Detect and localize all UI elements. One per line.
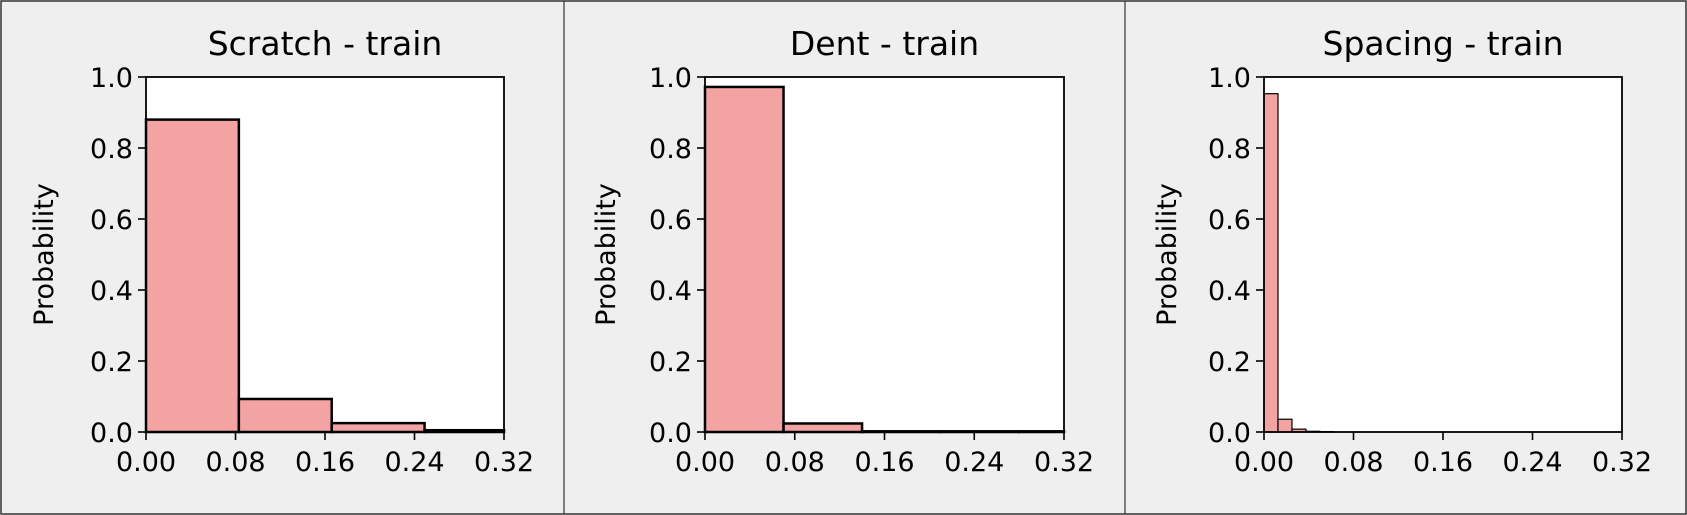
histogram-panel-2: 0.0 0.2 0.4 0.6 0.8 1.0 0.00 0.08 0.16 0.24 0.32 De…: [591, 24, 1094, 478]
y-tick-label: 0.8: [90, 134, 133, 165]
x-tick-label: 0.32: [474, 447, 534, 478]
y-axis-label: Probability: [1152, 183, 1183, 326]
y-tick-label: 1.0: [649, 63, 692, 94]
y-tick-label: 0.8: [1208, 134, 1251, 165]
y-tick-label: 0.2: [649, 347, 692, 378]
y-tick-label: 0.2: [90, 347, 133, 378]
x-tick-label: 0.24: [1502, 447, 1562, 478]
x-tick-label: 0.16: [854, 447, 914, 478]
y-tick-label: 0.6: [1208, 205, 1251, 236]
plot-area: [1264, 77, 1622, 432]
y-tick-label: 1.0: [90, 63, 133, 94]
x-tick-label: 0.00: [1234, 447, 1294, 478]
x-tick-label: 0.00: [116, 447, 176, 478]
y-tick-label: 0.6: [90, 205, 133, 236]
y-tick-label: 0.4: [649, 276, 692, 307]
histogram-bar: [782, 422, 864, 434]
y-tick-label: 0.0: [90, 418, 133, 449]
y-tick-label: 0.0: [649, 418, 692, 449]
y-tick-label: 0.2: [1208, 347, 1251, 378]
x-tick-label: 0.16: [295, 447, 355, 478]
chart-title: Spacing - train: [1323, 24, 1564, 63]
y-tick-label: 0.6: [649, 205, 692, 236]
histogram-bar: [144, 118, 241, 434]
y-tick-label: 1.0: [1208, 63, 1251, 94]
histogram-bar: [1277, 418, 1293, 433]
histogram-panel-1: 0.0 0.2 0.4 0.6 0.8 1.0 0.00 0.08 0.16 0.24 0.32 Sc…: [29, 24, 534, 478]
x-tick-label: 0.32: [1592, 447, 1652, 478]
y-tick-label: 0.4: [1208, 276, 1251, 307]
x-tick-label: 0.08: [1323, 447, 1383, 478]
x-tick-label: 0.00: [675, 447, 735, 478]
y-axis-label: Probability: [591, 183, 622, 326]
x-tick-label: 0.32: [1034, 447, 1094, 478]
histogram-bar: [1263, 93, 1279, 433]
x-tick-label: 0.08: [765, 447, 825, 478]
y-axis-label: Probability: [29, 183, 60, 326]
x-tick-label: 0.24: [384, 447, 444, 478]
histogram-panel-3: 0.0 0.2 0.4 0.6 0.8 1.0 0.00 0.08 0.16 0.24 0.32 Sp…: [1152, 24, 1652, 478]
histogram-bar: [703, 85, 785, 434]
chart-title: Dent - train: [790, 24, 979, 63]
y-tick-label: 0.8: [649, 134, 692, 165]
x-tick-label: 0.24: [944, 447, 1004, 478]
y-tick-label: 0.4: [90, 276, 133, 307]
x-tick-label: 0.16: [1413, 447, 1473, 478]
y-tick-label: 0.0: [1208, 418, 1251, 449]
histogram-bar: [237, 397, 333, 434]
histogram-bar: [330, 421, 426, 434]
chart-title: Scratch - train: [208, 24, 443, 63]
x-tick-label: 0.08: [205, 447, 265, 478]
